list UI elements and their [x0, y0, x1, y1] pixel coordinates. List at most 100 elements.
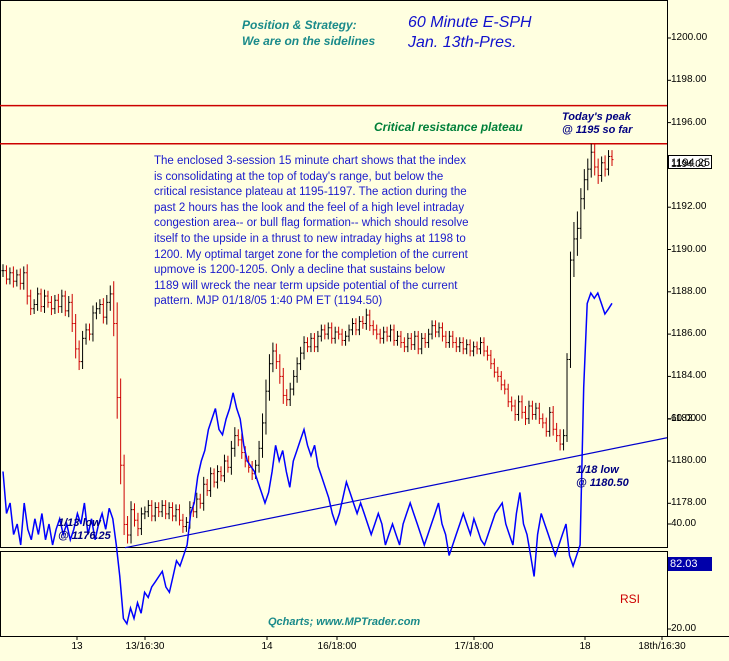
price-bar [53, 294, 57, 315]
price-bar [98, 299, 102, 315]
price-bar [181, 513, 185, 533]
y-tick-label: 1188.00 [671, 285, 707, 297]
price-bar [350, 318, 354, 336]
y-tick-label: 1178.00 [671, 497, 707, 509]
price-bar [534, 402, 538, 420]
price-bar [382, 326, 386, 344]
price-bar [375, 324, 379, 340]
price-bar [219, 466, 223, 482]
price-bar [489, 349, 493, 369]
y-tick-label: 1180.00 [671, 455, 707, 466]
commentary-line: 1189 will wreck the near term upside pot… [154, 279, 458, 292]
price-bar [177, 504, 181, 526]
rsi-tick-label: 40.00 [671, 518, 697, 529]
price-bar [261, 413, 265, 458]
y-tick-label: 1198.00 [671, 74, 707, 86]
resistance-label: Critical resistance plateau [374, 120, 523, 134]
price-bar [558, 429, 562, 451]
low18-annotation: 1/18 low @ 1180.50 [576, 464, 629, 490]
price-bar [548, 407, 552, 437]
price-bar [385, 326, 389, 342]
price-bar [295, 357, 299, 383]
price-bar [523, 406, 527, 426]
price-bar [610, 150, 614, 166]
y-tick-label: 1192.00 [671, 201, 707, 213]
price-bar [143, 506, 147, 520]
price-bar [11, 266, 15, 288]
x-tick-label: 17/18:00 [454, 641, 494, 652]
price-bar [32, 299, 36, 315]
price-bar [530, 400, 534, 420]
price-bar [482, 337, 486, 357]
x-tick-label: 16/18:00 [317, 641, 357, 652]
rsi-tick-label: 60.00 [671, 413, 697, 424]
price-bar [423, 333, 427, 348]
price-bar [56, 293, 60, 313]
price-bar [389, 324, 393, 342]
price-bar [129, 501, 133, 544]
price-bar [29, 289, 33, 316]
price-bar [357, 316, 361, 336]
price-bar [77, 340, 81, 371]
x-tick-label: 13/16:30 [125, 641, 165, 652]
price-bar [146, 500, 150, 518]
price-bar [115, 302, 119, 419]
support-trendline [124, 437, 668, 549]
low13-line2: @ 1176.25 [58, 530, 111, 542]
price-bar [184, 517, 188, 532]
price-bar [364, 308, 368, 330]
peak-line2: @ 1195 so far [562, 124, 633, 136]
price-bar [94, 302, 98, 320]
price-bar [582, 169, 586, 210]
rsi-tick-label: 20.00 [671, 623, 697, 634]
price-bar [302, 336, 306, 360]
y-tick-label: 1182.00 [671, 412, 707, 424]
commentary-line: pattern. MJP 01/18/05 1:40 PM ET (1194.5… [154, 295, 383, 308]
price-bar [416, 330, 420, 355]
price-bar [454, 337, 458, 353]
price-bar [216, 465, 220, 489]
price-bar [88, 323, 92, 341]
price-bar [226, 455, 230, 473]
price-bar [43, 289, 47, 313]
price-bar [395, 330, 399, 346]
price-bar [562, 429, 566, 451]
price-bar [119, 378, 123, 485]
price-bar [288, 382, 292, 407]
price-bar [520, 395, 524, 419]
low13-annotation: 1/13 low @ 1176.25 [58, 517, 111, 543]
price-bar [122, 454, 126, 536]
commentary-line: is consolidating at the top of today's r… [154, 170, 444, 183]
commentary-line: critical resistance plateau at 1195-1197… [154, 186, 467, 199]
price-bar [479, 337, 483, 355]
price-pane-frame [0, 0, 668, 548]
price-bar [541, 413, 545, 429]
y-tick-label: 1194.00 [671, 158, 707, 170]
price-bar [309, 333, 313, 353]
rsi-badge: 82.03 [668, 557, 712, 571]
price-bar [264, 379, 268, 435]
price-bar [39, 288, 43, 312]
price-bar [607, 150, 611, 176]
chart-title: 60 Minute E-SPH [408, 14, 532, 31]
price-bar [565, 353, 569, 442]
price-bar [157, 502, 161, 518]
commentary-line: upmove is 1200-1205. Only a decline that… [154, 264, 445, 277]
price-bar [257, 440, 261, 473]
commentary: The enclosed 3-session 15 minute chart s… [154, 154, 504, 310]
price-bar [503, 379, 507, 395]
price-bar [319, 324, 323, 342]
price-bar [434, 320, 438, 338]
price-bar [74, 314, 78, 359]
price-bar [344, 330, 348, 346]
price-bar [233, 427, 237, 457]
price-bar [572, 222, 576, 277]
price-bar [461, 337, 465, 355]
price-bar [306, 337, 309, 353]
resistance-lines [0, 104, 667, 145]
low18-line1: 1/18 low [576, 464, 619, 476]
price-bar [205, 478, 209, 496]
price-bar [492, 358, 496, 378]
price-bars [1, 143, 614, 544]
rsi-panel [2, 291, 613, 626]
